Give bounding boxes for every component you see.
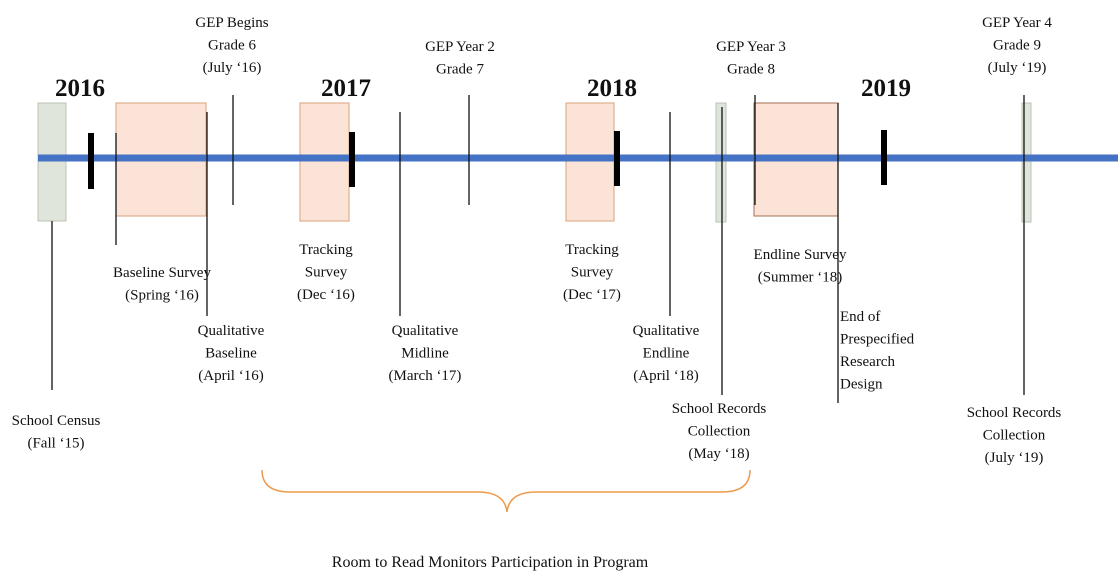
- event-label: Grade 6: [208, 38, 256, 54]
- event-label: Qualitative: [392, 323, 459, 339]
- event-label: (April ‘16): [198, 368, 263, 384]
- event-label: Research: [840, 354, 895, 370]
- year-ticks: [88, 130, 887, 189]
- event-label: Endline Survey: [754, 247, 847, 263]
- event-label: GEP Begins: [195, 15, 268, 31]
- event-label: (March ‘17): [389, 368, 462, 384]
- event-label: School Records: [967, 405, 1062, 421]
- event-label: GEP Year 4: [982, 15, 1052, 31]
- event-label: Grade 8: [727, 62, 775, 78]
- year-label: 2019: [861, 75, 911, 102]
- event-label: End of: [840, 309, 880, 325]
- event-label: GEP Year 2: [425, 39, 495, 55]
- event-label: (Spring ‘16): [125, 288, 199, 304]
- event-label: Grade 9: [993, 38, 1041, 54]
- event-label: Tracking: [299, 242, 353, 258]
- event-label: School Records: [672, 401, 767, 417]
- period-box: [299, 102, 350, 222]
- event-label: (Dec ‘17): [563, 287, 621, 303]
- event-label: (July ‘19): [988, 60, 1047, 76]
- event-label: Prespecified: [840, 332, 915, 348]
- event-label: (Fall ‘15): [27, 436, 84, 452]
- bracket-label: Room to Read Monitors Participation in P…: [332, 554, 649, 571]
- event-label: GEP Year 3: [716, 39, 786, 55]
- bracket: [261, 469, 751, 513]
- period-box: [565, 102, 615, 222]
- event-label: (May ‘18): [688, 446, 749, 462]
- event-label: Baseline: [205, 346, 257, 362]
- event-labels: GEP Begins Grade 6 (July ‘16) GEP Year 2 Gra…: [12, 15, 1062, 466]
- event-label: Baseline Survey: [113, 265, 211, 281]
- year-label: 2018: [587, 75, 637, 102]
- year-label: 2017: [321, 75, 371, 102]
- periods: [37, 102, 1032, 223]
- event-label: (July ‘19): [985, 450, 1044, 466]
- event-label: (Dec ‘16): [297, 287, 355, 303]
- event-label: Collection: [983, 428, 1046, 444]
- event-label: Grade 7: [436, 62, 484, 78]
- year-label: 2016: [55, 75, 105, 102]
- event-label: (Summer ‘18): [758, 270, 843, 286]
- event-label: Collection: [688, 424, 751, 440]
- event-lines: [51, 95, 1025, 403]
- event-label: Survey: [571, 265, 614, 281]
- event-label: Tracking: [565, 242, 619, 258]
- event-label: (July ‘16): [203, 60, 262, 76]
- event-label: Endline: [643, 346, 690, 362]
- event-label: School Census: [12, 413, 101, 429]
- period-box: [37, 102, 67, 222]
- event-label: Qualitative: [198, 323, 265, 339]
- event-label: Survey: [305, 265, 348, 281]
- event-label: Design: [840, 377, 883, 393]
- period-box: [1021, 102, 1032, 223]
- event-label: Qualitative: [633, 323, 700, 339]
- period-box: [715, 102, 727, 223]
- event-label: (April ‘18): [633, 368, 698, 384]
- event-label: Midline: [401, 346, 449, 362]
